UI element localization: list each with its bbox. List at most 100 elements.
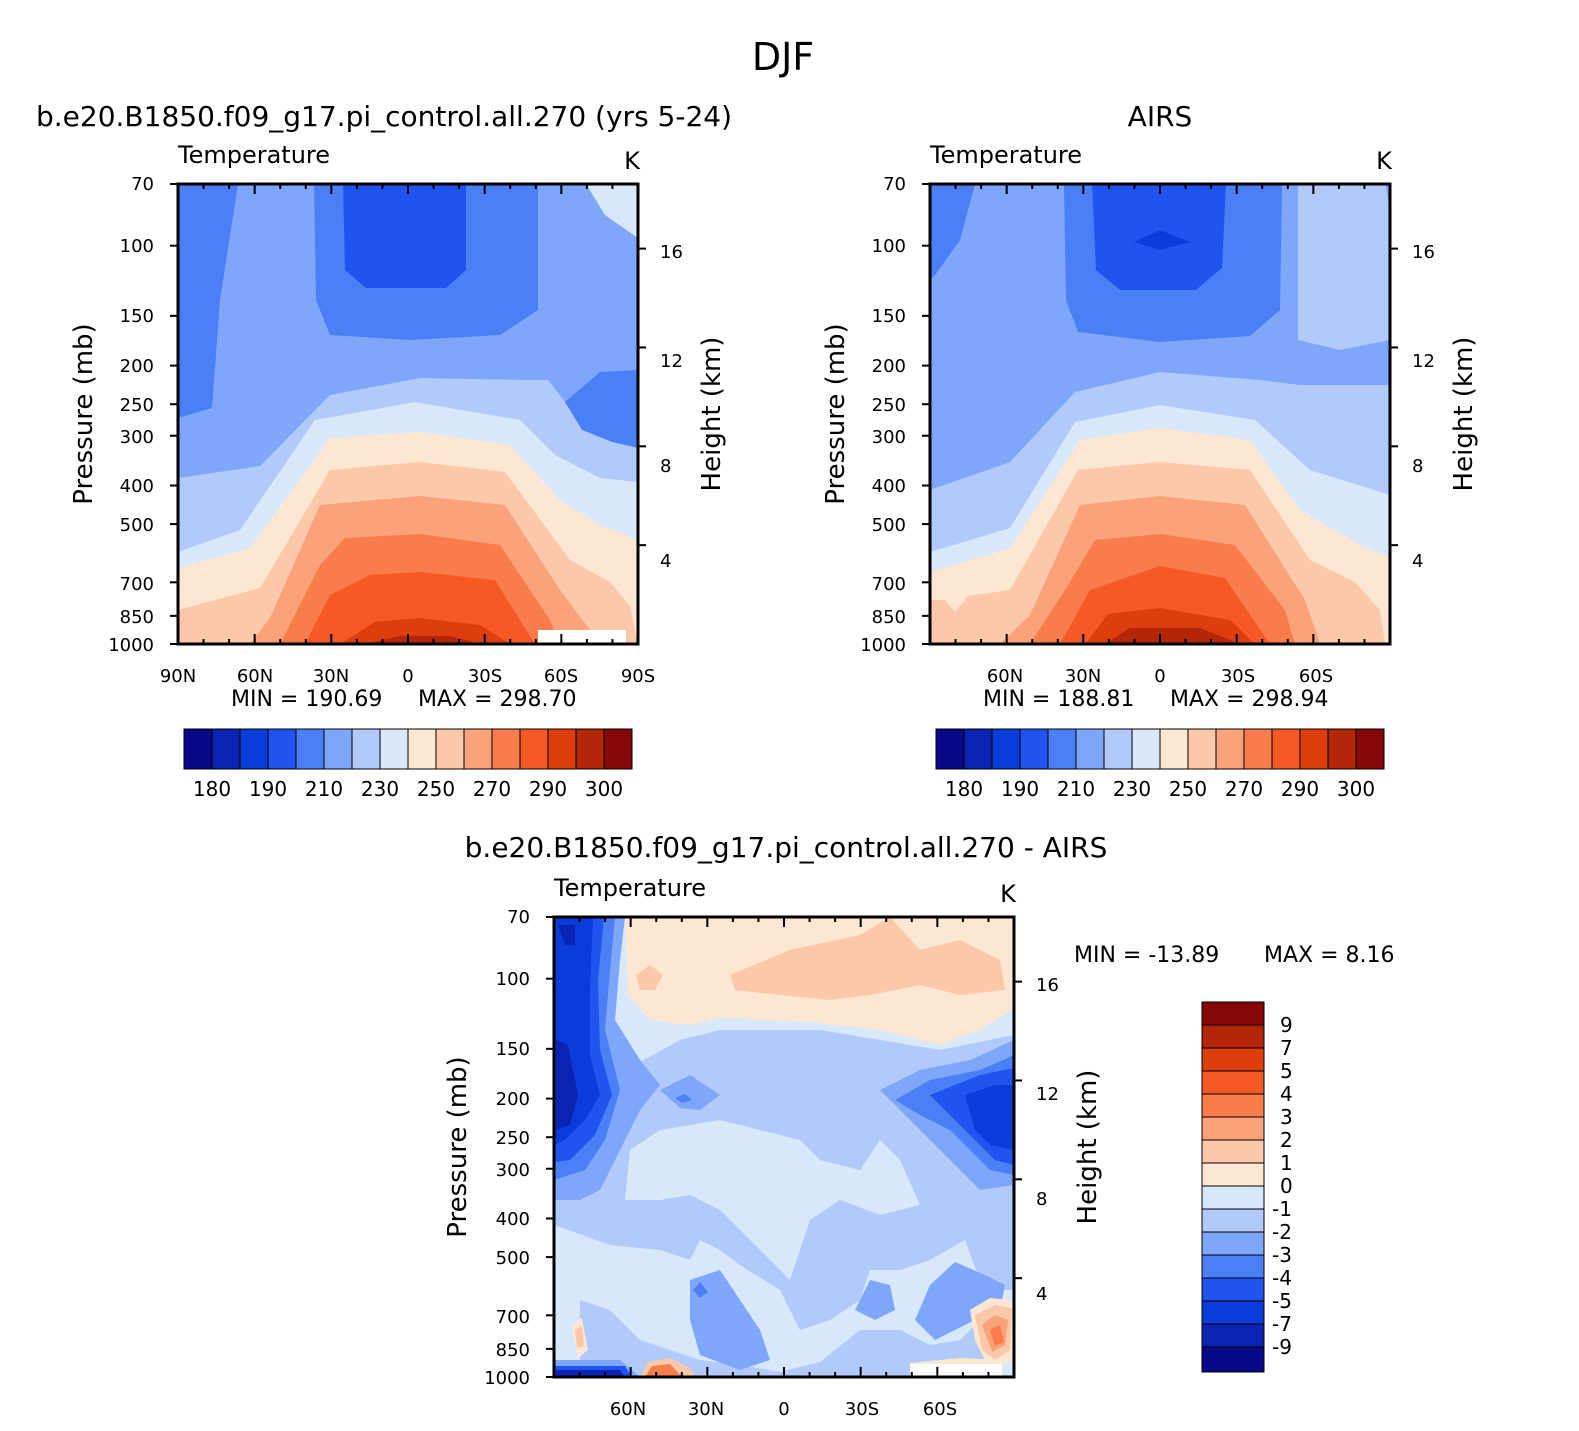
colorbar-swatch — [267, 728, 297, 770]
contour-band — [1134, 230, 1190, 250]
x-tick-labels: 90N 60N 30N 0 30S 60S 90S — [160, 666, 655, 687]
x-tick-label: 60N — [610, 1399, 646, 1420]
colorbar-label: 9 — [1280, 1013, 1293, 1037]
colorbar-label: 270 — [1225, 777, 1263, 801]
colorbar-swatch — [323, 728, 353, 770]
colorbar-label: 0 — [1280, 1174, 1293, 1198]
colorbar-label: 250 — [417, 777, 455, 801]
y-tick-label: 150 — [872, 306, 906, 327]
x-tick-label: 30N — [688, 1399, 724, 1420]
x-tick-label: 0 — [1154, 666, 1165, 687]
x-tick-label: 60S — [544, 666, 578, 687]
contour-band — [340, 618, 510, 644]
y2-tick-label: 16 — [660, 242, 683, 263]
colorbar-swatch — [351, 728, 381, 770]
contour-band — [660, 1075, 720, 1110]
colorbar-swatch — [1201, 1093, 1265, 1118]
y-axis-label: Pressure (mb) — [69, 323, 99, 504]
min-label: MIN = 188.81 — [983, 687, 1134, 712]
panel-diff: b.e20.B1850.f09_g17.pi_control.all.270 -… — [443, 831, 1395, 1420]
panel-model: b.e20.B1850.f09_g17.pi_control.all.270 (… — [36, 100, 732, 801]
field-label: Temperature — [553, 874, 706, 902]
colorbar-label: 3 — [1280, 1105, 1293, 1129]
y-tick-label: 1000 — [108, 635, 154, 656]
y-tick-label: 400 — [120, 476, 154, 497]
colorbar-swatch — [435, 728, 465, 770]
colorbar-swatch — [1201, 1070, 1265, 1095]
y2-tick-labels: 16 12 8 4 — [1036, 975, 1059, 1305]
colorbar-label: 230 — [361, 777, 399, 801]
y2-tick-label: 8 — [660, 456, 671, 477]
colorbar-label: 2 — [1280, 1128, 1293, 1152]
y-tick-label: 70 — [131, 174, 154, 195]
colorbar-label: -1 — [1272, 1197, 1292, 1221]
y2-tick-label: 4 — [1412, 551, 1423, 572]
colorbar-label: -9 — [1272, 1335, 1292, 1359]
panel-title: b.e20.B1850.f09_g17.pi_control.all.270 (… — [36, 100, 732, 133]
colorbar-swatch — [547, 728, 577, 770]
colorbar-swatch — [1201, 1024, 1265, 1049]
y-tick-label: 70 — [507, 907, 530, 928]
colorbar-swatch — [379, 728, 409, 770]
contour-fill — [178, 184, 638, 644]
colorbar-swatch — [935, 728, 965, 770]
colorbar-label: -4 — [1272, 1266, 1292, 1290]
x-tick-label: 30S — [468, 666, 502, 687]
y-tick-label: 1000 — [484, 1368, 530, 1389]
colorbar-swatch — [603, 728, 633, 770]
y2-axis-label: Height (km) — [1073, 1070, 1103, 1225]
colorbar-swatch — [407, 728, 437, 770]
contour-band — [556, 1040, 578, 1130]
colorbar-label: 1 — [1280, 1151, 1293, 1175]
y-tick-label: 200 — [872, 356, 906, 377]
y-tick-label: 100 — [872, 236, 906, 257]
colorbar-swatch — [1201, 1139, 1265, 1164]
x-tick-label: 30S — [1221, 666, 1255, 687]
y-tick-label: 700 — [120, 574, 154, 595]
colorbar-label: 300 — [1337, 777, 1375, 801]
colorbar-swatch — [1355, 728, 1385, 770]
contour-band — [990, 1325, 1004, 1346]
contour-band — [1105, 628, 1240, 644]
y-tick-label: 250 — [120, 395, 154, 416]
y2-tick-label: 8 — [1412, 456, 1423, 477]
y-tick-label: 500 — [120, 515, 154, 536]
y-tick-label: 200 — [496, 1089, 530, 1110]
y-tick-label: 70 — [883, 174, 906, 195]
y-tick-label: 300 — [120, 427, 154, 448]
panel-title: AIRS — [1128, 100, 1193, 133]
x-tick-label: 60S — [923, 1399, 957, 1420]
contour-band — [558, 925, 575, 945]
contour-band — [1298, 184, 1390, 350]
y2-tick-labels: 16 12 8 4 — [660, 242, 683, 572]
y-tick-label: 500 — [496, 1248, 530, 1269]
y-tick-labels: 70 100 150 200 250 300 400 500 700 850 1… — [484, 907, 530, 1389]
colorbar-label: 7 — [1280, 1036, 1293, 1060]
contour-fill — [930, 184, 1390, 644]
y2-tick-label: 16 — [1412, 242, 1435, 263]
x-tick-labels: 60N 30N 0 30S 60S — [987, 666, 1333, 687]
y2-axis-label: Height (km) — [1449, 337, 1479, 492]
y-axis-label: Pressure (mb) — [821, 323, 851, 504]
colorbar-label: 5 — [1280, 1059, 1293, 1083]
y-tick-label: 200 — [120, 356, 154, 377]
panel-title: b.e20.B1850.f09_g17.pi_control.all.270 -… — [465, 831, 1108, 864]
colorbar-swatch — [1299, 728, 1329, 770]
colorbar-label: 270 — [473, 777, 511, 801]
colorbar: 180 190 210 230 250 270 290 300 — [183, 728, 633, 801]
colorbar-swatch — [1201, 1231, 1265, 1256]
colorbar-swatch — [1187, 728, 1217, 770]
tick-marks — [170, 183, 1398, 1378]
colorbar-label: -5 — [1272, 1289, 1292, 1313]
missing-data — [538, 630, 626, 644]
colorbar-swatch — [1201, 1116, 1265, 1141]
contour-band — [365, 636, 480, 644]
y-tick-label: 400 — [496, 1209, 530, 1230]
contour-band — [930, 184, 975, 280]
colorbar-swatch — [463, 728, 493, 770]
colorbar-swatch — [1201, 1162, 1265, 1187]
x-tick-label: 60N — [237, 666, 273, 687]
min-label: MIN = -13.89 — [1074, 943, 1219, 968]
y2-axis-label: Height (km) — [697, 337, 727, 492]
contour-band — [565, 370, 638, 448]
